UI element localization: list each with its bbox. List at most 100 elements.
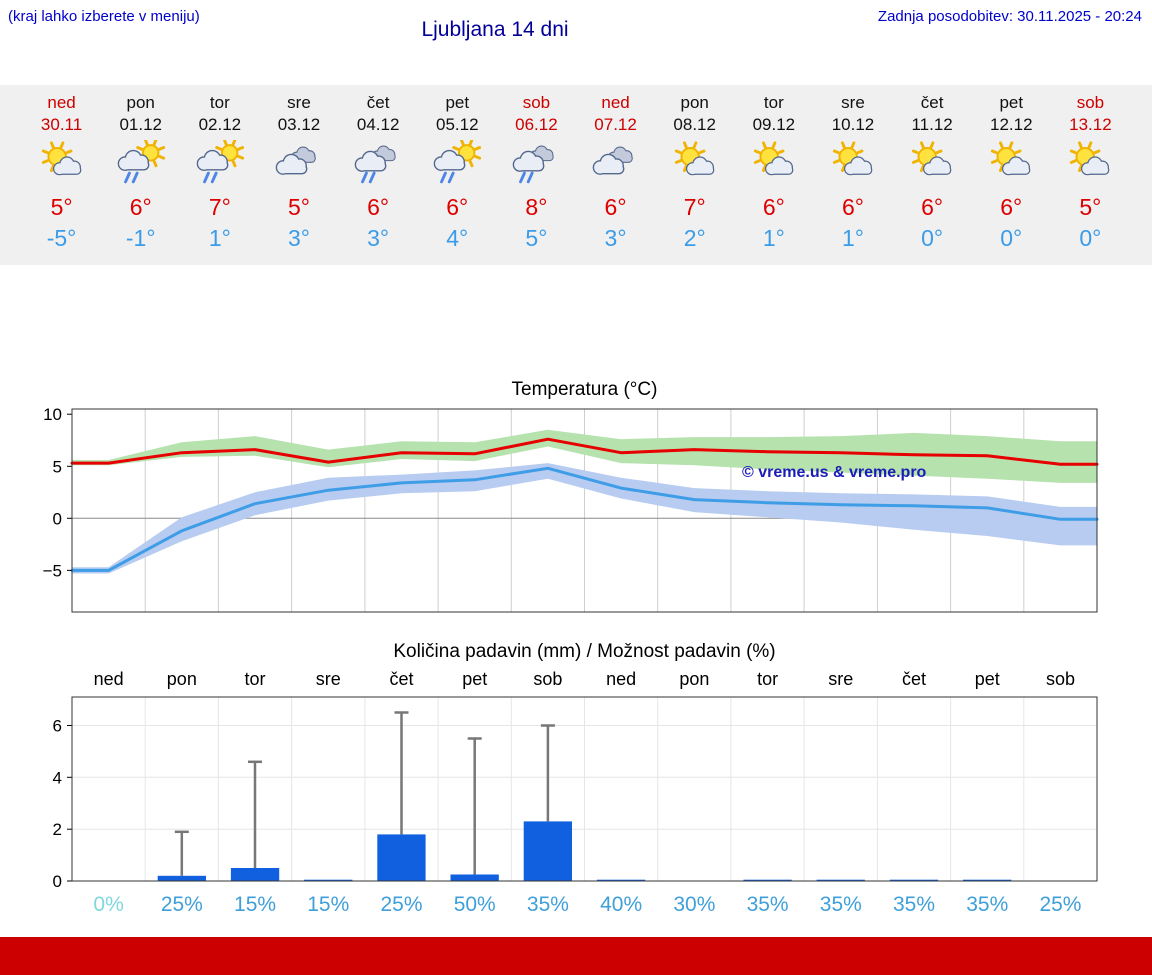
weather-icon-sun-cloud <box>1061 140 1119 187</box>
day-tmax: 6° <box>762 194 785 220</box>
precip-day-label: tor <box>757 669 779 689</box>
day-date: 04.12 <box>356 115 400 134</box>
day-date: 08.12 <box>673 115 716 134</box>
day-tmax: 6° <box>446 194 469 220</box>
page-title: Ljubljana 14 dni <box>421 18 569 41</box>
temperature-chart-title: Temperatura (°C) <box>511 379 658 400</box>
day-name: čet <box>920 93 944 112</box>
forecast-day: čet 04.12 6° 3° <box>339 93 418 265</box>
day-tmax: 5° <box>50 194 73 220</box>
svg-text:6: 6 <box>53 717 62 736</box>
precip-probability: 35% <box>746 893 789 916</box>
day-tmin: 0° <box>1000 225 1023 251</box>
weather-icon-sun-cloud-rain <box>428 140 486 187</box>
day-name: pet <box>445 93 470 112</box>
precip-probability: 35% <box>966 893 1009 916</box>
day-tmax: 5° <box>1079 194 1102 220</box>
weather-icon-cloud-rain <box>349 140 407 187</box>
day-tmin: 0° <box>1079 225 1102 251</box>
weather-icon-cloudy <box>587 140 645 187</box>
precip-probability: 50% <box>453 893 496 916</box>
forecast-day: sre 03.12 5° 3° <box>259 93 338 265</box>
day-date: 11.12 <box>911 115 953 134</box>
svg-text:10: 10 <box>43 405 62 424</box>
temperature-chart: 10 5 0 −5 © vreme.us & vreme.pro <box>43 405 1099 613</box>
precip-day-label: pet <box>462 669 488 689</box>
day-name: pon <box>126 93 155 112</box>
forecast-day: tor 09.12 6° 1° <box>734 93 813 265</box>
day-tmin: 1° <box>762 225 785 251</box>
precip-probability: 35% <box>893 893 936 916</box>
precip-day-label: pon <box>166 669 197 689</box>
day-name: tor <box>209 93 230 112</box>
weather-icon-sun-cloud <box>745 140 803 187</box>
precip-probability: 15% <box>307 893 350 916</box>
day-name: pon <box>680 93 709 112</box>
precip-probability: 25% <box>380 893 423 916</box>
day-tmin: -5° <box>46 225 77 251</box>
day-tmax: 8° <box>525 194 548 220</box>
precip-probability: 40% <box>600 893 643 916</box>
day-date: 03.12 <box>277 115 321 134</box>
day-date: 09.12 <box>752 115 796 134</box>
precip-probability: 30% <box>673 893 716 916</box>
day-date: 06.12 <box>515 115 558 134</box>
day-tmin: 0° <box>921 225 944 251</box>
forecast-day: sob 13.12 5° 0° <box>1051 93 1130 265</box>
day-tmax: 6° <box>841 194 864 220</box>
weather-icon-sun-cloud <box>982 140 1040 187</box>
precip-prob-row: 0% 25% 15% 15% 25% 50% 35% 40% 30% 35% 35% 35% 35% 25… <box>72 893 1097 921</box>
weather-icon-sun-cloud <box>666 140 724 187</box>
svg-text:0: 0 <box>53 872 62 889</box>
day-name: sre <box>287 93 311 112</box>
forecast-day: tor 02.12 7° 1° <box>180 93 259 265</box>
svg-text:0: 0 <box>53 509 62 528</box>
forecast-day: sob 06.12 8° 5° <box>497 93 576 265</box>
day-date: 07.12 <box>594 115 637 134</box>
precipitation-chart-title: Količina padavin (mm) / Možnost padavin … <box>393 641 776 662</box>
weather-icon-cloudy <box>270 140 328 187</box>
watermark-link[interactable]: © vreme.us & vreme.pro <box>742 464 927 481</box>
precip-day-label: sre <box>828 669 854 689</box>
day-tmax: 6° <box>1000 194 1023 220</box>
day-name: ned <box>601 93 630 112</box>
day-date: 10.12 <box>831 115 875 134</box>
precip-day-label: čet <box>902 669 927 689</box>
weather-icon-sun-cloud <box>903 140 961 187</box>
day-date: 02.12 <box>198 115 242 134</box>
svg-text:4: 4 <box>53 768 62 787</box>
day-tmin: 3° <box>287 225 310 251</box>
precip-day-label: pet <box>974 669 1000 689</box>
forecast-day: čet 11.12 6° 0° <box>893 93 972 265</box>
day-tmin: 1° <box>208 225 231 251</box>
precip-day-label: sre <box>315 669 341 689</box>
page-header: (kraj lahko izberete v meniju) Ljubljana… <box>0 0 1152 85</box>
precip-probability: 0% <box>93 893 124 916</box>
weather-icon-sun-cloud-rain <box>112 140 170 187</box>
day-tmax: 6° <box>129 194 152 220</box>
day-name: sob <box>1076 93 1105 112</box>
day-tmax: 7° <box>683 194 706 220</box>
precip-day-labels: ned pon tor sre čet pet sob ned pon tor sre čet pet s… <box>72 669 1097 691</box>
precip-day-label: čet <box>389 669 414 689</box>
location-hint: (kraj lahko izberete v meniju) <box>8 8 200 25</box>
day-tmax: 6° <box>604 194 627 220</box>
forecast-day: ned 30.11 5° -5° <box>22 93 101 265</box>
precipitation-chart: 0 2 4 6 <box>53 696 1098 889</box>
day-tmin: 2° <box>683 225 706 251</box>
day-name: tor <box>763 93 784 112</box>
weather-icon-sun-cloud <box>33 140 91 187</box>
precip-day-label: sob <box>1045 669 1075 689</box>
precip-day-label: sob <box>533 669 563 689</box>
precip-probability: 35% <box>819 893 862 916</box>
precip-day-label: tor <box>244 669 266 689</box>
weather-icon-cloud-rain <box>507 140 565 187</box>
svg-text:2: 2 <box>53 820 62 839</box>
day-tmin: 3° <box>604 225 627 251</box>
day-date: 13.12 <box>1069 115 1112 134</box>
footer-bar <box>0 937 1152 975</box>
day-name: čet <box>366 93 390 112</box>
day-name: ned <box>47 93 76 112</box>
weather-icon-sun-cloud-rain <box>191 140 249 187</box>
svg-text:5: 5 <box>53 457 62 476</box>
